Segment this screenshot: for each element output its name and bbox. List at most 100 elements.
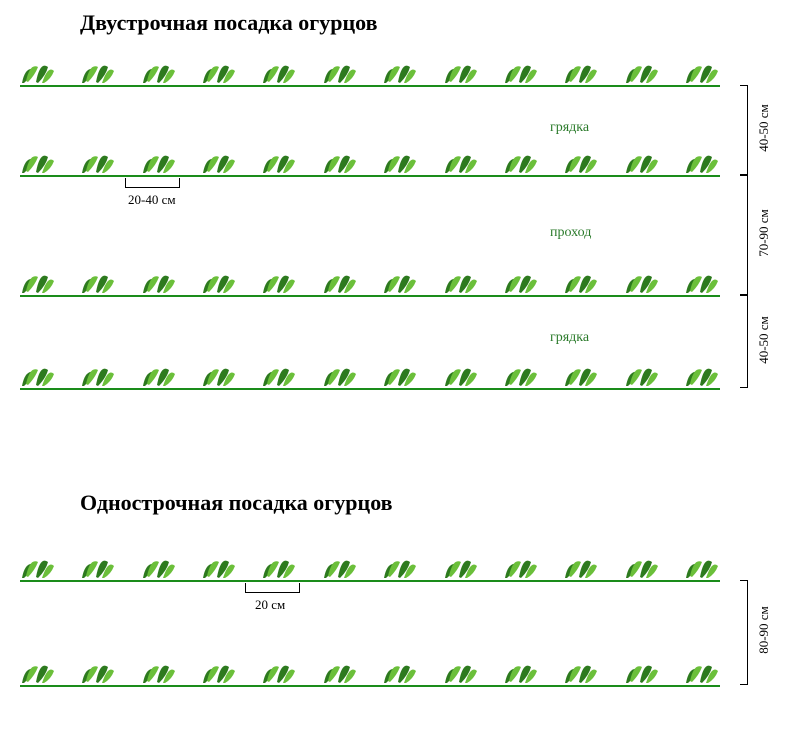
dim-bracket-path <box>740 175 748 295</box>
plant-icon <box>443 655 479 685</box>
dim-label-plant-spacing-single: 20 см <box>255 597 285 613</box>
plant-icon <box>80 55 116 85</box>
plant-icon <box>382 265 418 295</box>
plant-row <box>20 265 720 295</box>
plant-icon <box>201 55 237 85</box>
region-label-bed1: грядка <box>550 120 589 136</box>
plant-icon <box>80 655 116 685</box>
plant-icon <box>563 55 599 85</box>
plant-row <box>20 358 720 388</box>
plant-icon <box>443 550 479 580</box>
plant-icon <box>443 265 479 295</box>
plant-icon <box>563 655 599 685</box>
plant-icon <box>80 550 116 580</box>
ground-line <box>20 580 720 582</box>
plant-icon <box>684 55 720 85</box>
dim-bracket-bed2 <box>740 295 748 388</box>
plant-icon <box>201 358 237 388</box>
plant-icon <box>503 655 539 685</box>
plant-icon <box>563 265 599 295</box>
plant-icon <box>382 655 418 685</box>
plant-icon <box>503 358 539 388</box>
dim-bracket-bed1 <box>740 85 748 175</box>
plant-icon <box>261 358 297 388</box>
plant-icon <box>684 655 720 685</box>
plant-row <box>20 655 720 685</box>
plant-icon <box>503 145 539 175</box>
region-label-bed2: грядка <box>550 330 589 346</box>
plant-row <box>20 55 720 85</box>
plant-icon <box>624 655 660 685</box>
plant-icon <box>141 145 177 175</box>
plant-icon <box>201 265 237 295</box>
region-label-path: проход <box>550 225 591 241</box>
plant-icon <box>382 55 418 85</box>
dim-label-path: 70-90 см <box>756 209 772 257</box>
title-single-row: Однострочная посадка огурцов <box>80 490 393 516</box>
plant-icon <box>684 265 720 295</box>
dim-bracket-single-spacing <box>740 580 748 685</box>
ground-line <box>20 388 720 390</box>
dim-bracket-plant-spacing-single <box>245 583 300 593</box>
plant-icon <box>624 265 660 295</box>
plant-icon <box>684 550 720 580</box>
plant-icon <box>141 265 177 295</box>
plant-icon <box>624 145 660 175</box>
plant-icon <box>201 145 237 175</box>
plant-icon <box>141 655 177 685</box>
plant-icon <box>20 265 56 295</box>
plant-icon <box>563 358 599 388</box>
plant-icon <box>382 145 418 175</box>
dim-label-plant-spacing-double: 20-40 см <box>128 192 176 208</box>
plant-icon <box>20 145 56 175</box>
plant-icon <box>261 145 297 175</box>
plant-icon <box>80 358 116 388</box>
plant-icon <box>261 265 297 295</box>
plant-icon <box>20 550 56 580</box>
ground-line <box>20 295 720 297</box>
title-double-row: Двустрочная посадка огурцов <box>80 10 378 36</box>
plant-icon <box>443 145 479 175</box>
plant-icon <box>684 358 720 388</box>
plant-icon <box>80 145 116 175</box>
ground-line <box>20 85 720 87</box>
plant-icon <box>503 550 539 580</box>
plant-icon <box>201 655 237 685</box>
plant-icon <box>382 550 418 580</box>
plant-icon <box>382 358 418 388</box>
plant-icon <box>322 145 358 175</box>
plant-icon <box>503 55 539 85</box>
plant-icon <box>322 265 358 295</box>
plant-icon <box>141 358 177 388</box>
plant-icon <box>563 145 599 175</box>
plant-icon <box>80 265 116 295</box>
plant-icon <box>20 358 56 388</box>
plant-icon <box>322 655 358 685</box>
plant-icon <box>261 655 297 685</box>
plant-icon <box>443 358 479 388</box>
plant-icon <box>141 550 177 580</box>
plant-icon <box>322 550 358 580</box>
dim-bracket-plant-spacing-double <box>125 178 180 188</box>
plant-row <box>20 145 720 175</box>
plant-icon <box>684 145 720 175</box>
plant-icon <box>503 265 539 295</box>
plant-icon <box>261 55 297 85</box>
plant-icon <box>624 550 660 580</box>
plant-icon <box>141 55 177 85</box>
plant-icon <box>201 550 237 580</box>
plant-icon <box>624 358 660 388</box>
plant-icon <box>20 55 56 85</box>
ground-line <box>20 175 720 177</box>
dim-label-bed1: 40-50 см <box>756 104 772 152</box>
dim-label-bed2: 40-50 см <box>756 316 772 364</box>
plant-icon <box>322 55 358 85</box>
plant-icon <box>443 55 479 85</box>
plant-icon <box>20 655 56 685</box>
plant-row <box>20 550 720 580</box>
plant-icon <box>563 550 599 580</box>
dim-label-single-spacing: 80-90 см <box>756 606 772 654</box>
plant-icon <box>261 550 297 580</box>
plant-icon <box>322 358 358 388</box>
ground-line <box>20 685 720 687</box>
